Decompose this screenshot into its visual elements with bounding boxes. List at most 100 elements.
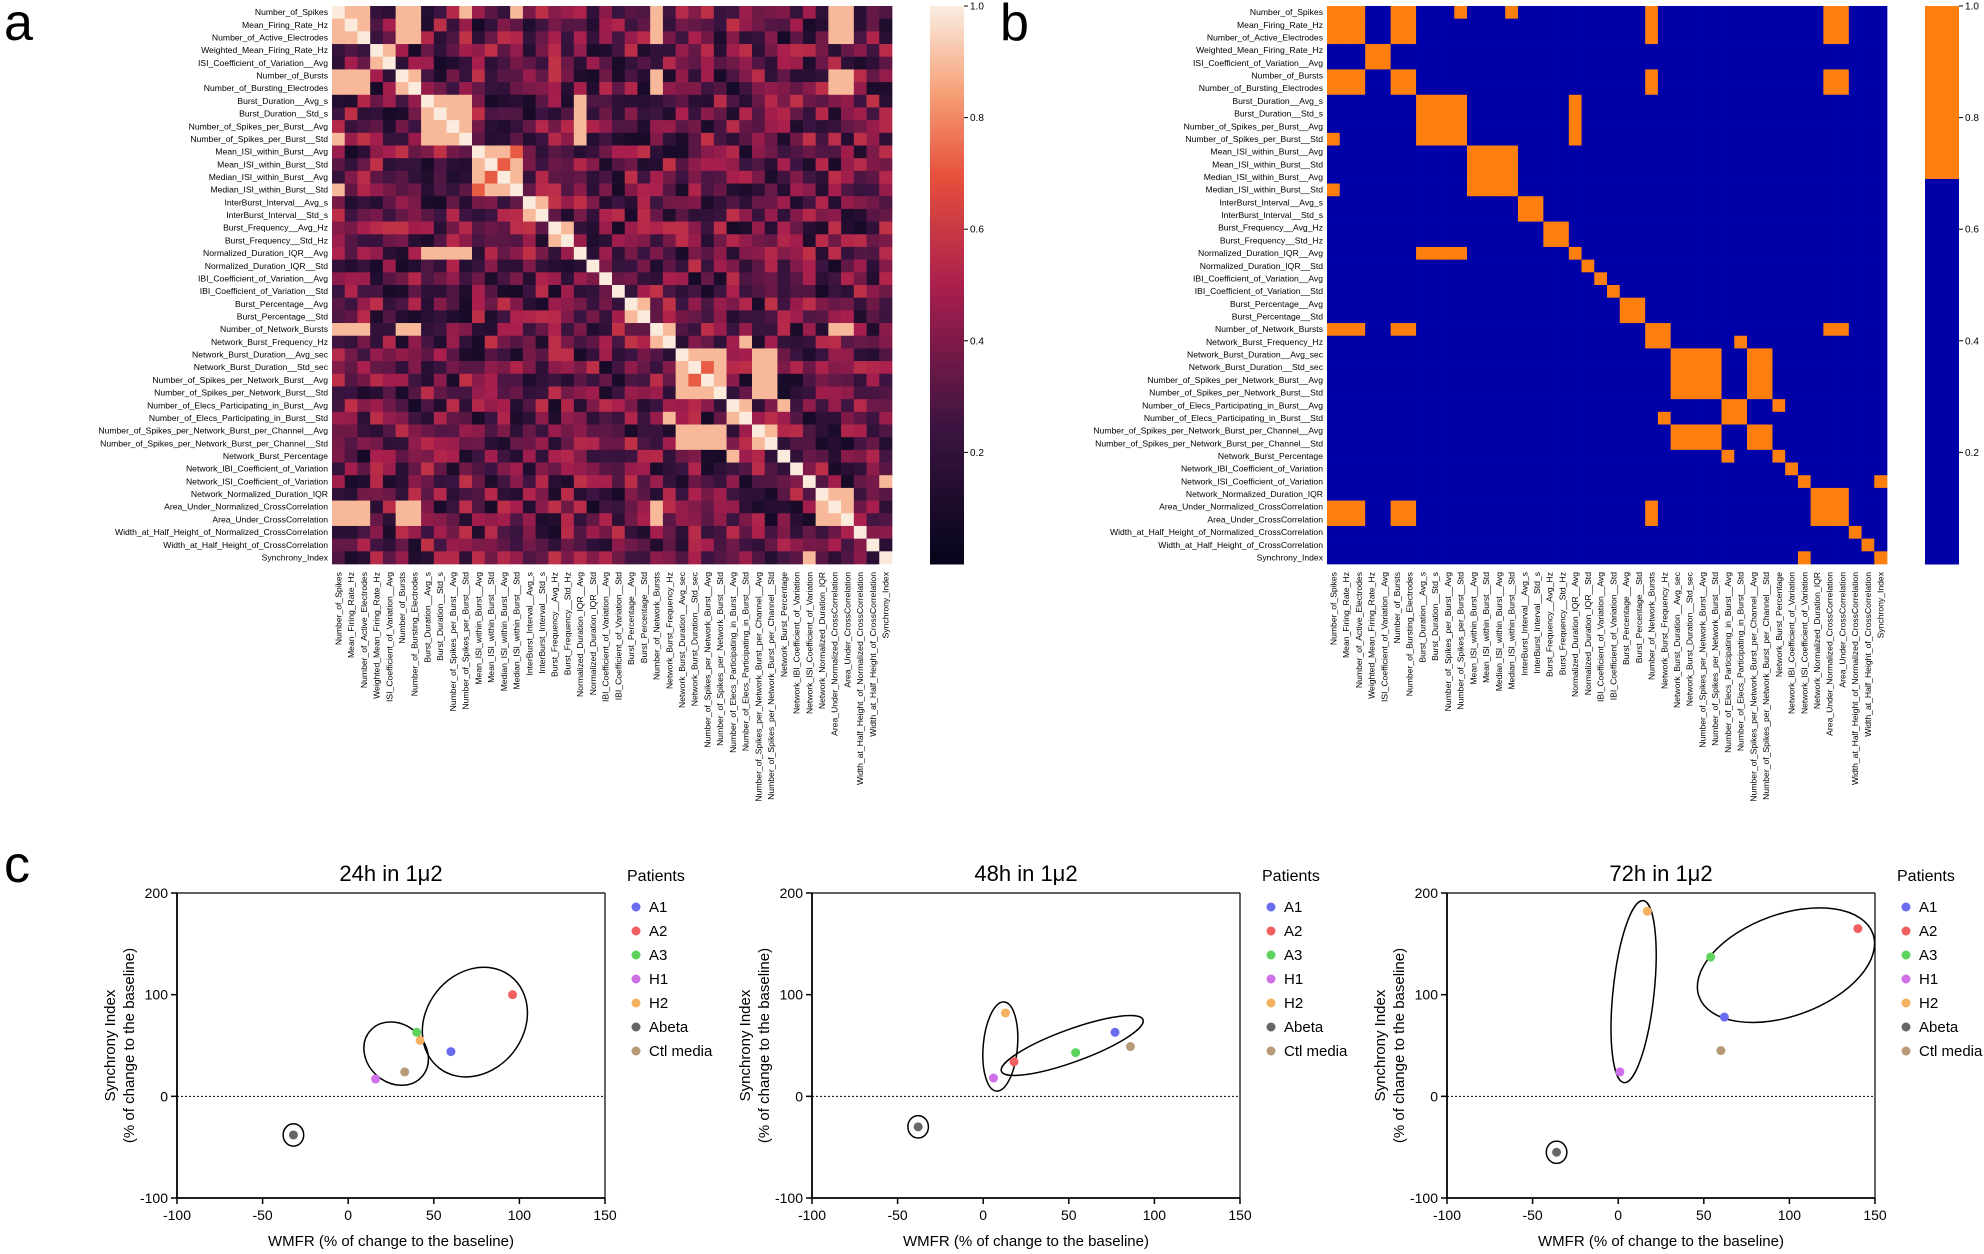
heatmap-cell xyxy=(1479,208,1493,222)
heatmap-cell xyxy=(650,170,664,184)
heatmap-cell xyxy=(1454,335,1468,349)
heatmap-cell xyxy=(1759,285,1773,299)
y-tick-label: -100 xyxy=(140,1190,168,1206)
heatmap-cell xyxy=(853,323,867,337)
colorbar-segment xyxy=(1925,100,1959,107)
colorbar-segment xyxy=(1925,301,1959,308)
heatmap-cell xyxy=(1454,132,1468,146)
heatmap-cell xyxy=(1365,6,1379,20)
column-label: Number_of_Spikes_per_Burst__Avg xyxy=(1443,572,1453,712)
colorbar-segment xyxy=(930,485,964,492)
heatmap-cell xyxy=(332,69,346,83)
heatmap-cell xyxy=(624,449,638,463)
heatmap-cell xyxy=(1505,373,1519,387)
heatmap-cell xyxy=(1403,500,1417,514)
heatmap-cell xyxy=(370,31,384,45)
heatmap-cell xyxy=(573,513,587,527)
heatmap-cell xyxy=(1607,487,1621,501)
heatmap-cell xyxy=(1747,272,1761,286)
heatmap-cell xyxy=(395,475,409,489)
column-label: Burst_Duration__Std_s xyxy=(1430,572,1440,661)
heatmap-cell xyxy=(1797,323,1811,337)
heatmap-cell xyxy=(1530,145,1544,159)
heatmap-cell xyxy=(535,513,549,527)
heatmap-cell xyxy=(726,411,740,425)
heatmap-cell xyxy=(1874,259,1888,273)
heatmap-cell xyxy=(1327,424,1341,438)
heatmap-cell xyxy=(421,246,435,260)
heatmap-cell xyxy=(1568,272,1582,286)
heatmap-cell xyxy=(1517,170,1531,184)
heatmap-cell xyxy=(344,234,358,248)
heatmap-cell xyxy=(548,297,562,311)
heatmap-cell xyxy=(1454,399,1468,413)
heatmap-cell xyxy=(1581,246,1595,260)
heatmap-cell xyxy=(548,208,562,222)
heatmap-cell xyxy=(1810,297,1824,311)
heatmap-cell xyxy=(1848,348,1862,362)
scatter-24h: 24h in 1μ2-100 -50 0 50 100 1502001000-100WMF… xyxy=(102,861,713,1250)
heatmap-cell xyxy=(1696,56,1710,70)
heatmap-cell xyxy=(1759,411,1773,425)
heatmap-cell xyxy=(1721,513,1735,527)
colorbar-segment xyxy=(1925,558,1959,565)
heatmap-cell xyxy=(344,475,358,489)
heatmap-cell xyxy=(1772,145,1786,159)
heatmap-cell xyxy=(446,310,460,324)
heatmap-cell xyxy=(713,361,727,375)
heatmap-cell xyxy=(1365,183,1379,197)
heatmap-cell xyxy=(879,297,893,311)
heatmap-cell xyxy=(1683,56,1697,70)
heatmap-cell xyxy=(1836,475,1850,489)
heatmap-cell xyxy=(497,145,511,159)
heatmap-cell xyxy=(1428,323,1442,337)
heatmap-cell xyxy=(497,551,511,565)
heatmap-cell xyxy=(1836,361,1850,375)
heatmap-cell xyxy=(1747,399,1761,413)
heatmap-cell xyxy=(1619,386,1633,400)
heatmap-cell xyxy=(1505,18,1519,32)
heatmap-cell xyxy=(548,196,562,210)
heatmap-cell xyxy=(1556,44,1570,58)
heatmap-cell xyxy=(535,44,549,58)
heatmap-cell xyxy=(802,323,816,337)
heatmap-cell xyxy=(713,335,727,349)
heatmap-cell xyxy=(1797,475,1811,489)
heatmap-cell xyxy=(853,475,867,489)
heatmap-cell xyxy=(357,94,371,108)
heatmap-cell xyxy=(1619,285,1633,299)
heatmap-cell xyxy=(1339,259,1353,273)
colorbar-segment xyxy=(930,145,964,152)
heatmap-cell xyxy=(548,94,562,108)
legend-marker xyxy=(1901,1022,1911,1032)
heatmap-cell xyxy=(688,411,702,425)
heatmap-cell xyxy=(1454,386,1468,400)
heatmap-cell xyxy=(522,132,536,146)
heatmap-cell xyxy=(1416,373,1430,387)
heatmap-cell xyxy=(1505,234,1519,248)
heatmap-cell xyxy=(1454,120,1468,134)
heatmap-cell xyxy=(1772,158,1786,172)
heatmap-cell xyxy=(497,234,511,248)
heatmap-cell xyxy=(701,462,715,476)
heatmap-cell xyxy=(1352,246,1366,260)
heatmap-cell xyxy=(1848,196,1862,210)
heatmap-cell xyxy=(777,424,791,438)
heatmap-cell xyxy=(1492,310,1506,324)
heatmap-cell xyxy=(1403,310,1417,324)
colorbar-segment xyxy=(1925,469,1959,476)
heatmap-cell xyxy=(1428,538,1442,552)
heatmap-cell xyxy=(1543,6,1557,20)
heatmap-cell xyxy=(395,386,409,400)
heatmap-cell xyxy=(1390,196,1404,210)
heatmap-cell xyxy=(1428,107,1442,121)
heatmap-cell xyxy=(802,525,816,539)
legend-label: Abeta xyxy=(1284,1019,1324,1036)
heatmap-cell xyxy=(1568,424,1582,438)
heatmap-cell xyxy=(752,386,766,400)
heatmap-cell xyxy=(573,234,587,248)
heatmap-cell xyxy=(510,513,524,527)
heatmap-cell xyxy=(1696,259,1710,273)
heatmap-cell xyxy=(1352,56,1366,70)
heatmap-cell xyxy=(1428,475,1442,489)
